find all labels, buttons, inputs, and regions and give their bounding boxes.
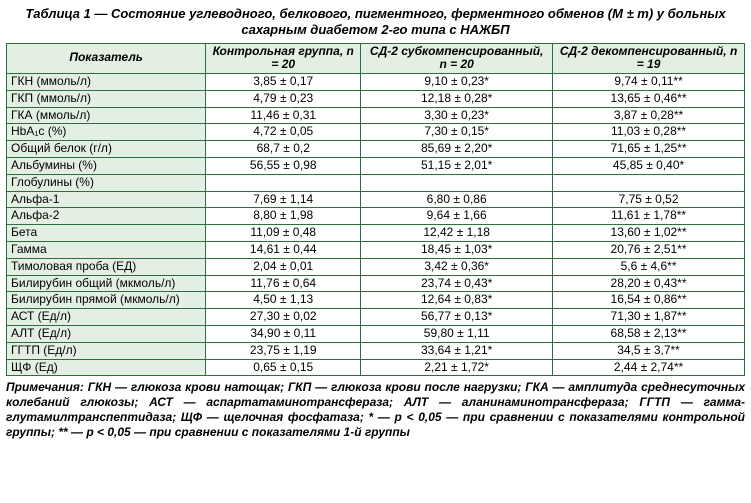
cell-value: 0,65 ± 0,15 xyxy=(206,359,361,376)
cell-value: 11,09 ± 0,48 xyxy=(206,225,361,242)
table-row: Билирубин общий (мкмоль/л)11,76 ± 0,6423… xyxy=(7,275,745,292)
cell-value: 8,80 ± 1,98 xyxy=(206,208,361,225)
cell-value: 14,61 ± 0,44 xyxy=(206,242,361,259)
table-row: АЛТ (Ед/л)34,90 ± 0,1159,80 ± 1,1168,58 … xyxy=(7,326,745,343)
table-row: Глобулины (%) xyxy=(7,174,745,191)
cell-value: 56,77 ± 0,13* xyxy=(361,309,553,326)
cell-value: 56,55 ± 0,98 xyxy=(206,158,361,175)
row-label: ГКН (ммоль/л) xyxy=(7,74,206,91)
table-title: Таблица 1 — Состояние углеводного, белко… xyxy=(6,6,745,39)
table-row: Общий белок (г/л)68,7 ± 0,285,69 ± 2,20*… xyxy=(7,141,745,158)
row-label: АЛТ (Ед/л) xyxy=(7,326,206,343)
cell-value: 9,64 ± 1,66 xyxy=(361,208,553,225)
cell-value: 7,75 ± 0,52 xyxy=(553,191,745,208)
col-header-indicator: Показатель xyxy=(7,43,206,74)
cell-value xyxy=(553,174,745,191)
cell-value: 23,74 ± 0,43* xyxy=(361,275,553,292)
cell-value: 68,58 ± 2,13** xyxy=(553,326,745,343)
cell-value: 9,10 ± 0,23* xyxy=(361,74,553,91)
cell-value: 12,18 ± 0,28* xyxy=(361,90,553,107)
table-row: Альбумины (%)56,55 ± 0,9851,15 ± 2,01*45… xyxy=(7,158,745,175)
cell-value: 12,42 ± 1,18 xyxy=(361,225,553,242)
cell-value: 3,30 ± 0,23* xyxy=(361,107,553,124)
row-label: HbA₁c (%) xyxy=(7,124,206,141)
row-label: ГКА (ммоль/л) xyxy=(7,107,206,124)
table-row: Билирубин прямой (мкмоль/л)4,50 ± 1,1312… xyxy=(7,292,745,309)
cell-value: 34,90 ± 0,11 xyxy=(206,326,361,343)
table-row: HbA₁c (%)4,72 ± 0,057,30 ± 0,15*11,03 ± … xyxy=(7,124,745,141)
cell-value: 34,5 ± 3,7** xyxy=(553,342,745,359)
cell-value: 2,04 ± 0,01 xyxy=(206,258,361,275)
table-row: Бета11,09 ± 0,4812,42 ± 1,1813,60 ± 1,02… xyxy=(7,225,745,242)
table-row: ГГТП (Ед/л)23,75 ± 1,1933,64 ± 1,21*34,5… xyxy=(7,342,745,359)
table-row: Гамма14,61 ± 0,4418,45 ± 1,03*20,76 ± 2,… xyxy=(7,242,745,259)
cell-value: 71,30 ± 1,87** xyxy=(553,309,745,326)
table-row: Альфа-28,80 ± 1,989,64 ± 1,6611,61 ± 1,7… xyxy=(7,208,745,225)
cell-value: 18,45 ± 1,03* xyxy=(361,242,553,259)
row-label: Общий белок (г/л) xyxy=(7,141,206,158)
table-row: АСТ (Ед/л)27,30 ± 0,0256,77 ± 0,13*71,30… xyxy=(7,309,745,326)
cell-value: 4,79 ± 0,23 xyxy=(206,90,361,107)
cell-value: 11,03 ± 0,28** xyxy=(553,124,745,141)
cell-value: 23,75 ± 1,19 xyxy=(206,342,361,359)
table-notes: Примечания: ГКН — глюкоза крови натощак;… xyxy=(6,380,745,440)
row-label: АСТ (Ед/л) xyxy=(7,309,206,326)
cell-value: 5,6 ± 4,6** xyxy=(553,258,745,275)
cell-value: 45,85 ± 0,40* xyxy=(553,158,745,175)
cell-value: 3,87 ± 0,28** xyxy=(553,107,745,124)
cell-value: 28,20 ± 0,43** xyxy=(553,275,745,292)
table-head: Показатель Контрольная группа, n = 20 СД… xyxy=(7,43,745,74)
cell-value: 9,74 ± 0,11** xyxy=(553,74,745,91)
row-label: Тимоловая проба (ЕД) xyxy=(7,258,206,275)
cell-value: 59,80 ± 1,11 xyxy=(361,326,553,343)
row-label: Альфа-1 xyxy=(7,191,206,208)
row-label: ГКП (ммоль/л) xyxy=(7,90,206,107)
cell-value: 2,21 ± 1,72* xyxy=(361,359,553,376)
table-row: ГКА (ммоль/л)11,46 ± 0,313,30 ± 0,23*3,8… xyxy=(7,107,745,124)
cell-value: 6,80 ± 0,86 xyxy=(361,191,553,208)
cell-value: 3,42 ± 0,36* xyxy=(361,258,553,275)
cell-value: 27,30 ± 0,02 xyxy=(206,309,361,326)
cell-value: 13,60 ± 1,02** xyxy=(553,225,745,242)
cell-value: 85,69 ± 2,20* xyxy=(361,141,553,158)
data-table: Показатель Контрольная группа, n = 20 СД… xyxy=(6,43,745,377)
row-label: ГГТП (Ед/л) xyxy=(7,342,206,359)
cell-value: 7,69 ± 1,14 xyxy=(206,191,361,208)
col-header-decomp: СД-2 декомпенсированный, n = 19 xyxy=(553,43,745,74)
cell-value: 11,76 ± 0,64 xyxy=(206,275,361,292)
cell-value: 51,15 ± 2,01* xyxy=(361,158,553,175)
row-label: Билирубин общий (мкмоль/л) xyxy=(7,275,206,292)
cell-value xyxy=(361,174,553,191)
row-label: Билирубин прямой (мкмоль/л) xyxy=(7,292,206,309)
row-label: Глобулины (%) xyxy=(7,174,206,191)
cell-value: 11,61 ± 1,78** xyxy=(553,208,745,225)
table-row: ГКН (ммоль/л)3,85 ± 0,179,10 ± 0,23*9,74… xyxy=(7,74,745,91)
cell-value xyxy=(206,174,361,191)
row-label: Альфа-2 xyxy=(7,208,206,225)
table-row: ЩФ (Ед)0,65 ± 0,152,21 ± 1,72*2,44 ± 2,7… xyxy=(7,359,745,376)
cell-value: 12,64 ± 0,83* xyxy=(361,292,553,309)
row-label: Бета xyxy=(7,225,206,242)
cell-value: 3,85 ± 0,17 xyxy=(206,74,361,91)
cell-value: 68,7 ± 0,2 xyxy=(206,141,361,158)
cell-value: 16,54 ± 0,86** xyxy=(553,292,745,309)
cell-value: 13,65 ± 0,46** xyxy=(553,90,745,107)
cell-value: 71,65 ± 1,25** xyxy=(553,141,745,158)
row-label: Гамма xyxy=(7,242,206,259)
cell-value: 11,46 ± 0,31 xyxy=(206,107,361,124)
row-label: Альбумины (%) xyxy=(7,158,206,175)
row-label: ЩФ (Ед) xyxy=(7,359,206,376)
cell-value: 7,30 ± 0,15* xyxy=(361,124,553,141)
col-header-subcomp: СД-2 субкомпенсированный, n = 20 xyxy=(361,43,553,74)
cell-value: 4,72 ± 0,05 xyxy=(206,124,361,141)
col-header-control: Контрольная группа, n = 20 xyxy=(206,43,361,74)
table-row: Тимоловая проба (ЕД)2,04 ± 0,013,42 ± 0,… xyxy=(7,258,745,275)
cell-value: 2,44 ± 2,74** xyxy=(553,359,745,376)
table-row: Альфа-17,69 ± 1,146,80 ± 0,867,75 ± 0,52 xyxy=(7,191,745,208)
cell-value: 20,76 ± 2,51** xyxy=(553,242,745,259)
cell-value: 4,50 ± 1,13 xyxy=(206,292,361,309)
table-row: ГКП (ммоль/л)4,79 ± 0,2312,18 ± 0,28*13,… xyxy=(7,90,745,107)
table-body: ГКН (ммоль/л)3,85 ± 0,179,10 ± 0,23*9,74… xyxy=(7,74,745,376)
cell-value: 33,64 ± 1,21* xyxy=(361,342,553,359)
